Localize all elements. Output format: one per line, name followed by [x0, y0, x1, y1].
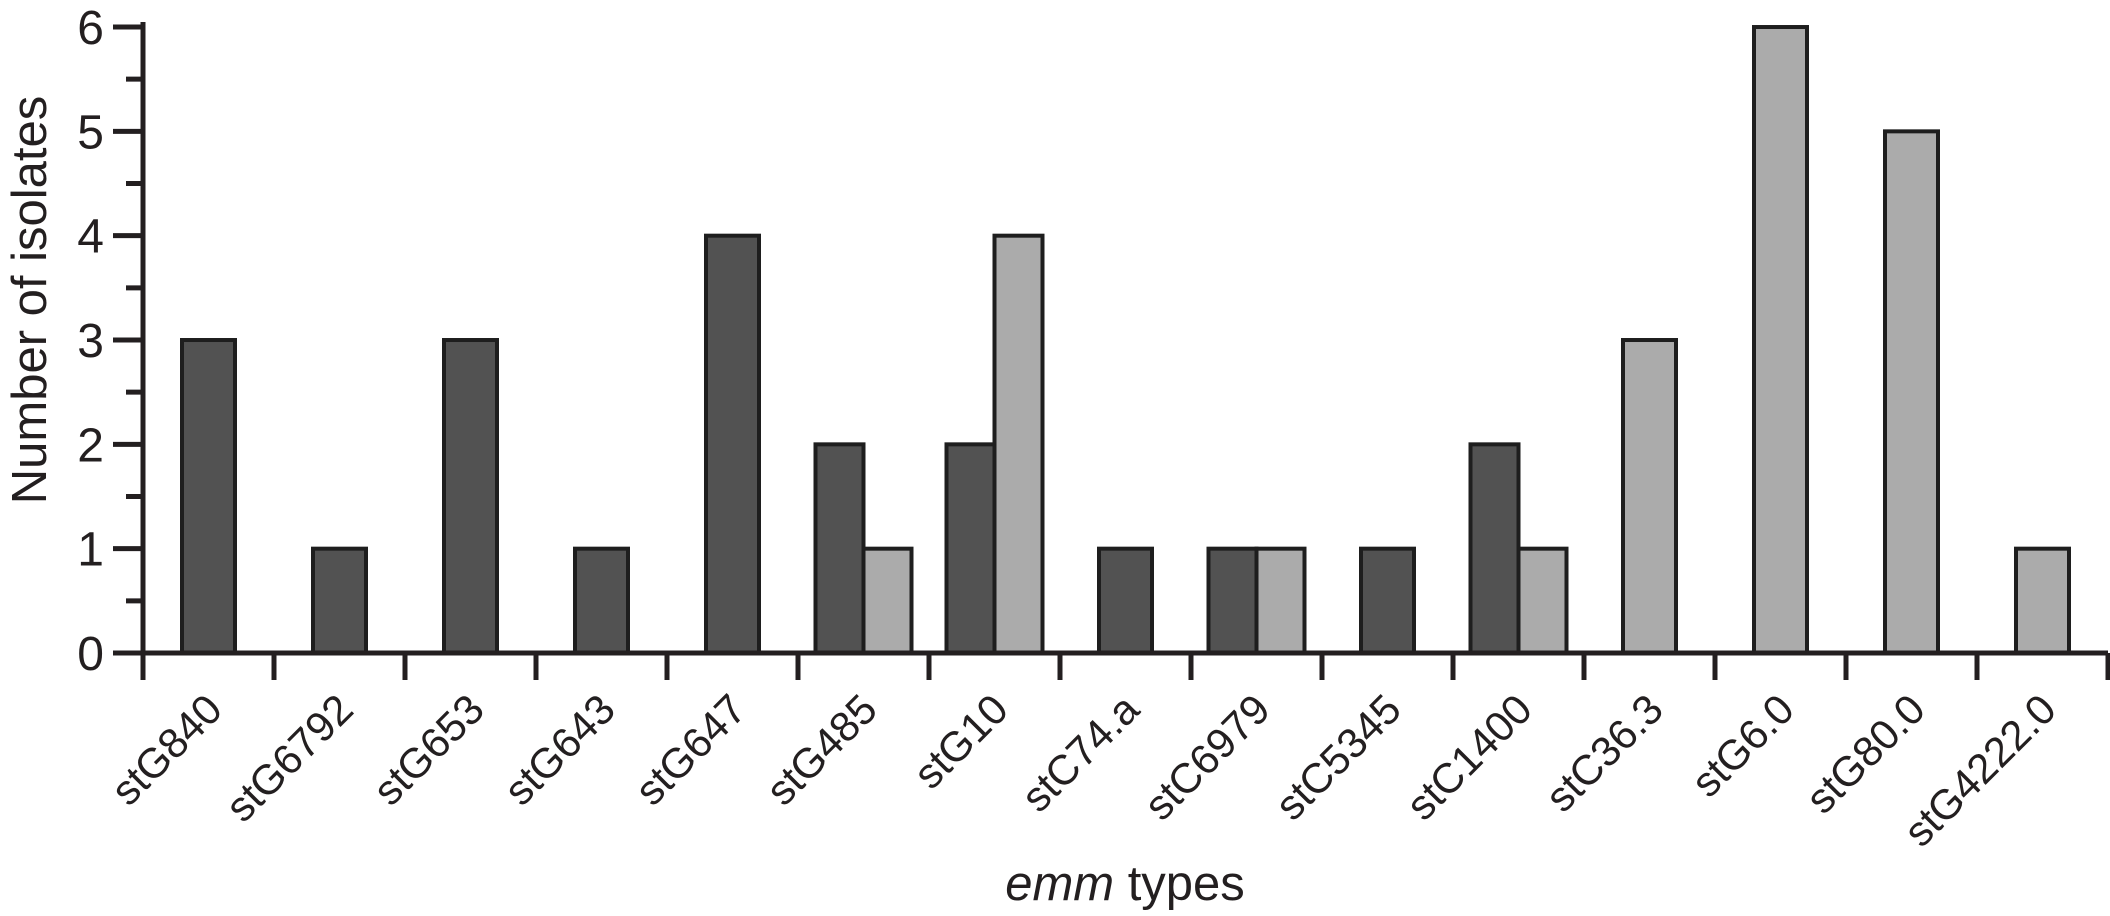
x-category-label-stG80.0: stG80.0: [1797, 685, 1934, 822]
bar-stC6979-dark-gray-isolates: [1206, 546, 1259, 655]
bar-stC36.3-light-gray-isolates: [1621, 338, 1678, 655]
y-tick-label: 6: [77, 2, 104, 55]
bar-stG643-dark-gray-isolates: [573, 546, 630, 655]
x-category-label-stC6979: stC6979: [1135, 685, 1279, 829]
x-category-label-stC74.a: stC74.a: [1012, 685, 1148, 821]
x-axis-title: emm types: [1005, 857, 1245, 911]
bar-stG80.0-light-gray-isolates: [1883, 129, 1940, 656]
bar-stG4222.0-light-gray-isolates: [2014, 546, 2071, 655]
bar-stG6792-dark-gray-isolates: [311, 546, 368, 655]
x-axis-title-italic-part: emm: [1005, 857, 1114, 911]
bar-stG653-dark-gray-isolates: [442, 338, 499, 655]
bar-stG6.0-light-gray-isolates: [1752, 25, 1809, 655]
bar-stC74.a-dark-gray-isolates: [1097, 546, 1154, 655]
bar-stG10-dark-gray-isolates: [944, 442, 997, 655]
x-category-label-stG485: stG485: [757, 685, 886, 814]
x-category-label-stC36.3: stC36.3: [1536, 685, 1672, 821]
x-category-label-stG840: stG840: [102, 685, 231, 814]
x-category-label-stG10: stG10: [904, 685, 1016, 797]
bar-stG485-dark-gray-isolates: [813, 442, 866, 655]
y-tick-label: 5: [77, 106, 104, 159]
x-category-label-stG6792: stG6792: [216, 685, 362, 831]
x-category-label-stG653: stG653: [364, 685, 493, 814]
x-axis-title-regular-part: types: [1114, 857, 1245, 911]
x-category-label-stG643: stG643: [495, 685, 624, 814]
y-tick-label: 3: [77, 315, 104, 368]
x-category-label-stG6.0: stG6.0: [1682, 685, 1803, 806]
bar-stC5345-dark-gray-isolates: [1359, 546, 1416, 655]
bar-stG10-light-gray-isolates: [992, 233, 1045, 655]
bar-stG840-dark-gray-isolates: [180, 338, 237, 655]
y-axis-title: Number of isolates: [3, 96, 57, 505]
bar-stG485-light-gray-isolates: [861, 546, 914, 655]
x-category-label-stG647: stG647: [626, 685, 755, 814]
y-tick-label: 2: [77, 419, 104, 472]
bars-layer: [180, 25, 2071, 656]
bar-stC6979-light-gray-isolates: [1254, 546, 1307, 655]
x-category-label-stC5345: stC5345: [1266, 685, 1410, 829]
y-tick-label: 4: [77, 211, 104, 264]
bar-stC1400-light-gray-isolates: [1516, 546, 1569, 655]
y-tick-label: 0: [77, 628, 104, 681]
bar-stC1400-dark-gray-isolates: [1468, 442, 1521, 655]
x-category-label-stC1400: stC1400: [1397, 685, 1541, 829]
y-tick-label: 1: [77, 524, 104, 577]
bar-stG647-dark-gray-isolates: [704, 233, 761, 655]
